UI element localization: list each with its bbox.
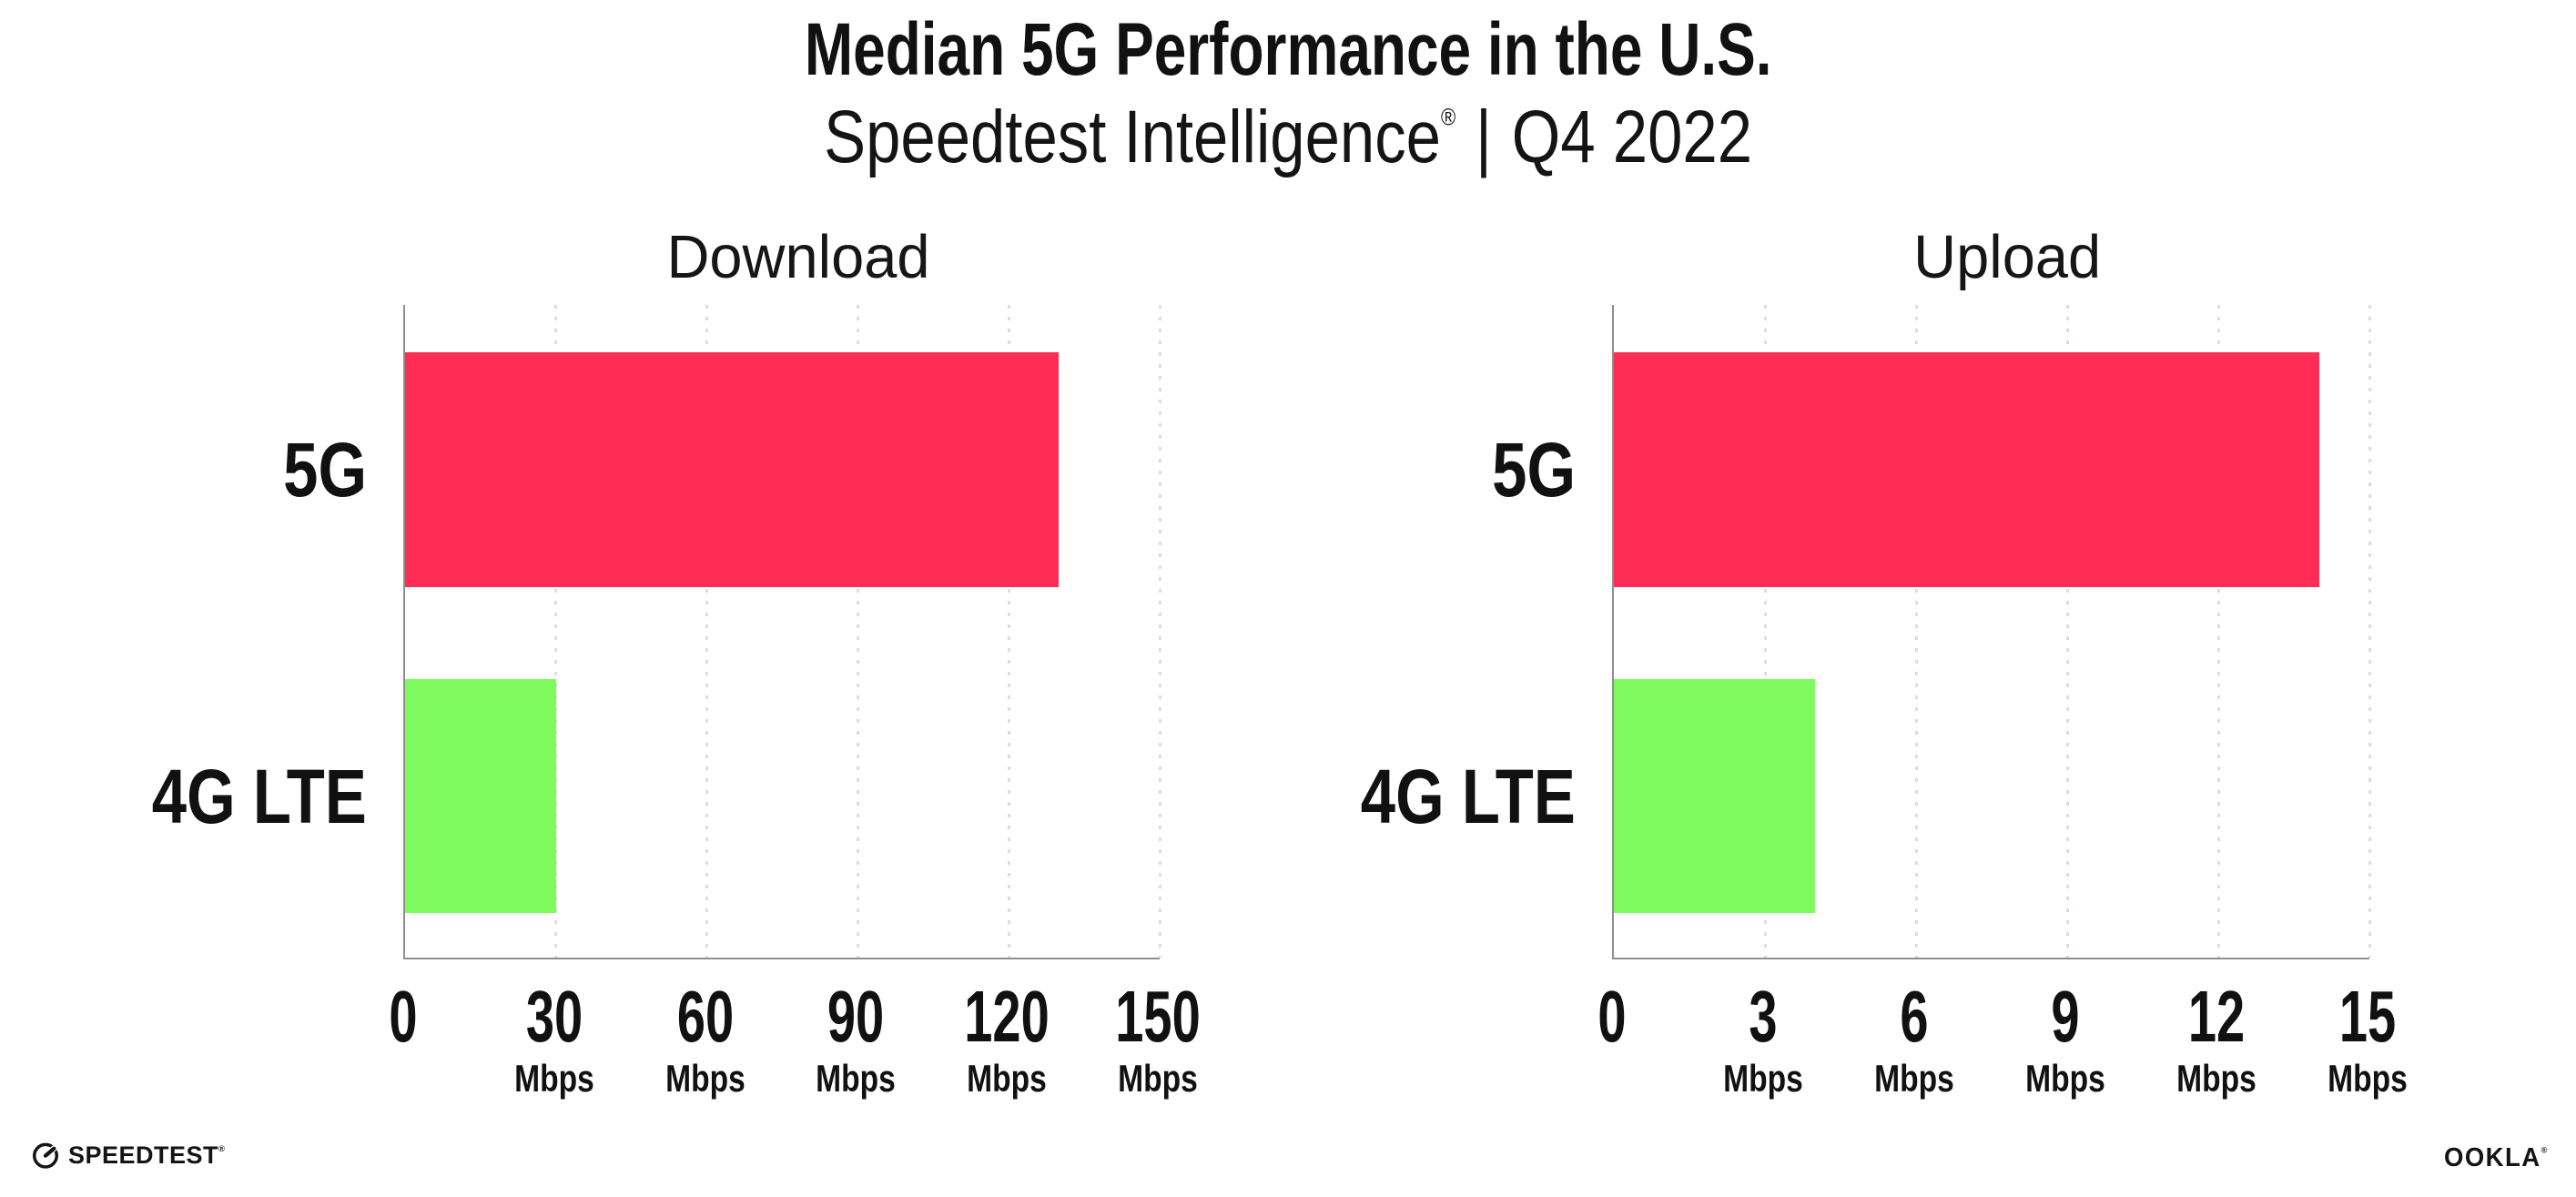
- ookla-wordmark: OOKLA®: [2443, 1143, 2547, 1172]
- gridline-download-120: [1007, 305, 1010, 958]
- tick-upload-9: 9 Mbps: [1965, 980, 2165, 1099]
- tick-unit: Mbps: [967, 1057, 1048, 1100]
- gridline-download-90: [856, 305, 859, 958]
- tick-unit: Mbps: [513, 1057, 594, 1100]
- gridline-download-30: [554, 305, 558, 958]
- tick-unit: Mbps: [664, 1057, 745, 1100]
- ookla-logo: OOKLA®: [2439, 1143, 2547, 1173]
- chart-title-download: Download: [421, 222, 1175, 292]
- tick-value: 90: [827, 976, 885, 1057]
- subtitle-separator: |: [1475, 96, 1492, 178]
- tick-download-30: 30 Mbps: [454, 980, 654, 1099]
- bar-upload-5g: [1614, 352, 2319, 587]
- tick-value: 150: [1115, 976, 1201, 1057]
- tick-download-150: 150 Mbps: [1058, 980, 1258, 1099]
- tick-value: 60: [676, 976, 734, 1057]
- tick-value: 3: [1749, 976, 1778, 1057]
- tick-value: 0: [389, 976, 418, 1057]
- plot-area-upload: [1612, 305, 2371, 959]
- tick-unit: Mbps: [1723, 1057, 1803, 1100]
- tick-value: 15: [2338, 976, 2397, 1057]
- tick-value: 9: [2051, 976, 2080, 1057]
- speedtest-trademark: ®: [218, 1143, 226, 1154]
- tick-upload-6: 6 Mbps: [1814, 980, 2014, 1099]
- subtitle-period: Q4 2022: [1511, 96, 1752, 178]
- gridline-upload-9: [2065, 305, 2069, 958]
- subtitle-brand: Speedtest Intelligence: [824, 96, 1441, 178]
- tick-upload-15: 15 Mbps: [2267, 980, 2468, 1099]
- tick-download-90: 90 Mbps: [756, 980, 956, 1099]
- gridline-upload-15: [2368, 305, 2371, 958]
- speedtest-gauge-icon: [31, 1141, 60, 1170]
- tick-value: 6: [1900, 976, 1929, 1057]
- tick-value: 30: [525, 976, 583, 1057]
- page-title: Median 5G Performance in the U.S.: [0, 7, 2576, 93]
- speedtest-wordmark: SPEEDTEST®: [68, 1141, 226, 1169]
- bar-download-5g: [405, 352, 1060, 587]
- tick-download-0: 0: [303, 980, 503, 1053]
- tick-upload-3: 3 Mbps: [1663, 980, 1863, 1099]
- bar-download-4g-lte: [405, 679, 556, 913]
- tick-download-60: 60 Mbps: [605, 980, 806, 1099]
- gridline-upload-12: [2216, 305, 2220, 958]
- tick-value: 12: [2187, 976, 2246, 1057]
- category-label-download-4g-lte: 4G LTE: [151, 753, 367, 839]
- gridline-download-60: [705, 305, 709, 958]
- page-subtitle: Speedtest Intelligence® | Q4 2022: [0, 95, 2576, 180]
- category-label-upload-4g-lte: 4G LTE: [1360, 753, 1576, 839]
- tick-upload-0: 0: [1512, 980, 1712, 1053]
- category-label-upload-5g: 5G: [1492, 427, 1576, 512]
- chart-title-text: Download: [665, 223, 930, 291]
- tick-value: 0: [1597, 976, 1627, 1057]
- tick-unit: Mbps: [2328, 1057, 2408, 1100]
- tick-unit: Mbps: [1118, 1057, 1198, 1100]
- tick-unit: Mbps: [2025, 1057, 2105, 1100]
- speedtest-logo: SPEEDTEST®: [31, 1141, 226, 1170]
- ookla-trademark: ®: [2541, 1145, 2547, 1156]
- gridline-upload-6: [1914, 305, 1918, 958]
- tick-download-120: 120 Mbps: [907, 980, 1107, 1099]
- tick-upload-12: 12 Mbps: [2116, 980, 2317, 1099]
- tick-value: 120: [964, 976, 1050, 1057]
- chart-title-upload: Upload: [1629, 222, 2385, 292]
- bar-upload-4g-lte: [1614, 679, 1816, 913]
- tick-unit: Mbps: [1874, 1057, 1954, 1100]
- page-title-text: Median 5G Performance in the U.S.: [804, 8, 1772, 91]
- tick-unit: Mbps: [816, 1057, 897, 1100]
- plot-area-download: [403, 305, 1161, 959]
- chart-title-text: Upload: [1913, 223, 2101, 291]
- tick-unit: Mbps: [2176, 1057, 2257, 1100]
- category-label-download-5g: 5G: [283, 427, 367, 512]
- registered-mark: ®: [1440, 103, 1456, 131]
- gridline-upload-3: [1763, 305, 1767, 958]
- page-subtitle-text: Speedtest Intelligence® | Q4 2022: [824, 95, 1752, 180]
- gridline-download-150: [1158, 305, 1161, 958]
